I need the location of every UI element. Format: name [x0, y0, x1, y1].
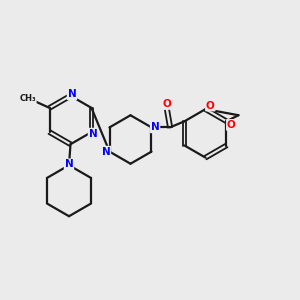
Text: O: O	[227, 120, 236, 130]
Text: N: N	[88, 129, 98, 139]
Text: O: O	[206, 100, 215, 111]
Text: N: N	[101, 147, 110, 157]
Text: N: N	[151, 122, 160, 132]
Text: CH₃: CH₃	[19, 94, 36, 103]
Text: N: N	[68, 89, 76, 99]
Text: N: N	[64, 159, 74, 169]
Text: O: O	[162, 99, 171, 109]
